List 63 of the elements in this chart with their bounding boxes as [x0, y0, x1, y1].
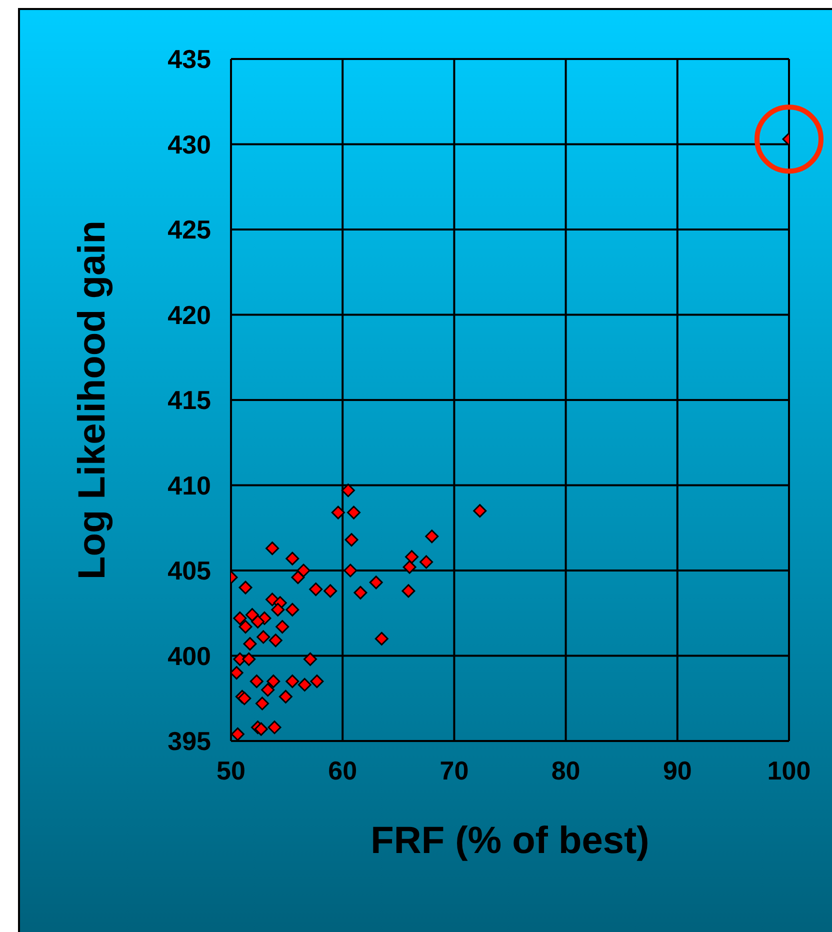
point: [324, 584, 338, 598]
y-tick-label: 410: [168, 470, 211, 500]
point: [286, 552, 300, 566]
point: [286, 602, 300, 616]
point: [331, 506, 345, 520]
x-tick-label: 50: [216, 755, 246, 786]
point: [271, 602, 285, 616]
x-tick-label: 70: [440, 755, 469, 786]
point: [268, 720, 282, 734]
point: [298, 678, 312, 692]
point: [344, 533, 358, 547]
point: [238, 580, 252, 594]
point: [242, 652, 256, 666]
y-tick-label: 435: [168, 44, 211, 74]
point: [254, 722, 268, 736]
point: [286, 674, 300, 688]
point: [261, 683, 275, 697]
y-tick-label: 415: [168, 385, 211, 416]
point: [354, 586, 368, 600]
y-tick-label: 425: [168, 214, 211, 245]
point: [278, 690, 292, 704]
point: [402, 584, 416, 598]
point: [251, 614, 265, 628]
point: [276, 620, 290, 634]
point: [309, 582, 323, 596]
y-tick-label: 395: [168, 726, 211, 756]
point: [266, 674, 280, 688]
point: [231, 666, 244, 680]
point: [266, 542, 280, 556]
point: [291, 570, 305, 584]
point: [231, 727, 244, 741]
point: [238, 692, 252, 706]
point: [310, 674, 324, 688]
point: [256, 696, 269, 710]
x-tick-label: 90: [662, 755, 692, 786]
point: [256, 630, 270, 644]
point: [405, 550, 419, 564]
point: [243, 637, 257, 651]
y-tick-label: 430: [168, 129, 211, 160]
x-axis-title: FRF (% of best): [370, 820, 650, 862]
point: [402, 560, 416, 574]
point: [238, 620, 252, 634]
point: [425, 530, 439, 544]
y-tick-label: 400: [168, 640, 211, 671]
point: [374, 632, 388, 646]
point: [268, 634, 282, 648]
x-tick-label: 80: [551, 755, 580, 786]
point: [303, 652, 317, 666]
x-tick-label: 60: [328, 755, 358, 786]
x-tick-label: 100: [767, 755, 811, 786]
point: [420, 555, 434, 569]
point: [296, 564, 310, 578]
point: [347, 506, 361, 520]
y-tick-label: 420: [168, 300, 211, 330]
point: [344, 564, 358, 578]
point: [341, 484, 355, 498]
point: [369, 576, 383, 590]
point: [245, 608, 259, 622]
y-tick-label: 405: [168, 556, 211, 586]
point: [473, 504, 487, 518]
point: [233, 611, 247, 625]
point: [250, 674, 264, 688]
y-axis-title: Log Likelihood gain: [71, 220, 114, 580]
